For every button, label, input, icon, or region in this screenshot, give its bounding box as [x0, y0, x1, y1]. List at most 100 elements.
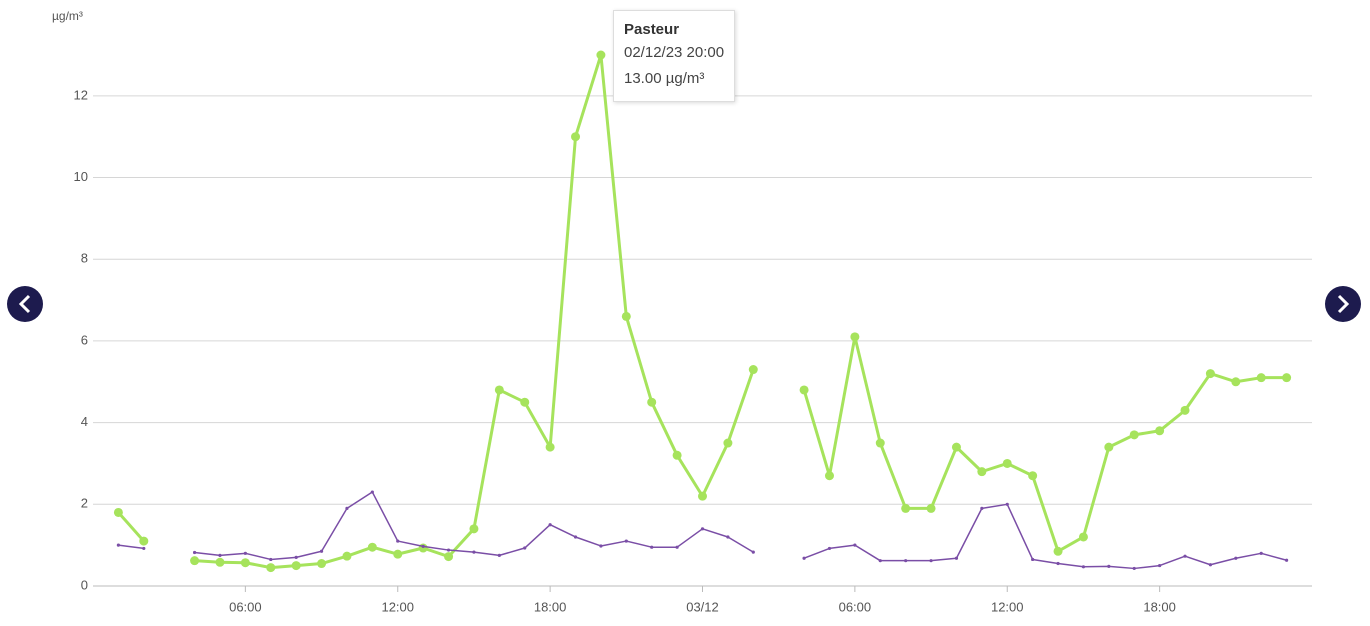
data-point [142, 546, 146, 551]
next-chevron[interactable] [1337, 294, 1350, 314]
x-tick-label: 18:00 [1143, 599, 1176, 614]
data-point [370, 490, 374, 494]
data-point [1208, 563, 1213, 567]
data-point [977, 467, 987, 477]
data-point [878, 559, 882, 563]
data-point [494, 385, 504, 395]
data-point [853, 543, 857, 547]
data-point [396, 539, 400, 543]
data-point [1129, 430, 1139, 440]
series-line [118, 544, 144, 550]
data-point [240, 558, 250, 568]
data-point [951, 442, 961, 452]
data-point [139, 536, 149, 546]
data-point [748, 365, 758, 375]
y-tick-label: 2 [81, 496, 88, 511]
next-button[interactable] [1325, 286, 1361, 322]
data-point [824, 471, 834, 481]
data-point [520, 397, 530, 407]
data-point [675, 545, 679, 549]
data-point [1053, 546, 1063, 556]
x-tick-label: 12:00 [381, 599, 414, 614]
data-point [294, 555, 298, 560]
data-point [647, 397, 657, 407]
tooltip-series: Pasteur [624, 21, 680, 38]
data-point [1231, 377, 1241, 387]
y-tick-label: 8 [81, 251, 88, 266]
data-point [802, 556, 806, 560]
data-point [367, 542, 377, 552]
data-point [929, 559, 933, 563]
data-point [1183, 554, 1187, 558]
data-point [926, 503, 936, 513]
series-line [802, 335, 1287, 553]
data-point [850, 332, 860, 342]
series-line [194, 53, 755, 570]
x-tick-label: 03/12 [686, 599, 719, 614]
next-button-circle[interactable] [1325, 286, 1361, 322]
data-point [1078, 532, 1088, 542]
data-point [1234, 556, 1238, 560]
data-point [192, 550, 197, 555]
data-point [1259, 551, 1263, 555]
x-tick-label: 12:00 [991, 599, 1024, 614]
prev-button-circle[interactable] [7, 286, 43, 322]
data-point [1107, 564, 1111, 568]
y-axis-unit: µg/m³ [52, 9, 83, 23]
data-point [446, 548, 451, 552]
data-point [799, 385, 809, 395]
data-point [980, 506, 984, 510]
data-point [1005, 502, 1009, 506]
data-point [266, 563, 276, 573]
prev-button[interactable] [7, 286, 43, 322]
data-point [218, 553, 222, 557]
y-tick-label: 6 [81, 332, 88, 347]
y-tick-label: 12 [74, 87, 88, 102]
x-tick-label: 18:00 [534, 599, 567, 614]
data-point [700, 527, 705, 531]
data-point [954, 556, 959, 560]
data-point [116, 543, 120, 547]
data-point [469, 524, 479, 534]
series-line [803, 503, 1287, 570]
data-point [444, 552, 454, 562]
data-point [1256, 373, 1266, 383]
data-point [875, 438, 885, 448]
data-point [393, 549, 403, 559]
data-point [698, 491, 707, 501]
data-point [1155, 426, 1165, 436]
tooltip: Pasteur 02/12/23 20:00 13.00 µg/m³ [613, 10, 736, 102]
data-point [1282, 373, 1292, 383]
data-point [215, 557, 225, 567]
x-tick-label: 06:00 [839, 599, 872, 614]
data-point [573, 535, 578, 539]
data-point [243, 551, 247, 555]
data-point [523, 546, 527, 550]
data-point [1081, 565, 1086, 569]
data-point [904, 559, 908, 563]
tooltip-value: 13.00 µg/m³ [624, 70, 705, 87]
data-point [596, 50, 606, 60]
data-point [1056, 561, 1060, 566]
data-point [497, 553, 501, 557]
data-point [723, 438, 733, 448]
data-point [1285, 558, 1289, 562]
x-tick-label: 06:00 [229, 599, 262, 614]
data-point [269, 557, 273, 562]
data-point [624, 539, 628, 543]
data-point [571, 132, 581, 142]
data-point [1031, 557, 1035, 562]
prev-chevron[interactable] [18, 294, 31, 314]
data-point [291, 561, 301, 571]
data-point [190, 556, 200, 566]
data-point [345, 506, 349, 510]
data-point [545, 442, 555, 452]
data-point [113, 507, 123, 517]
data-point [1132, 566, 1136, 571]
y-tick-label: 4 [81, 414, 88, 429]
data-point [319, 549, 324, 553]
series-line [117, 511, 145, 543]
data-point [726, 535, 730, 539]
